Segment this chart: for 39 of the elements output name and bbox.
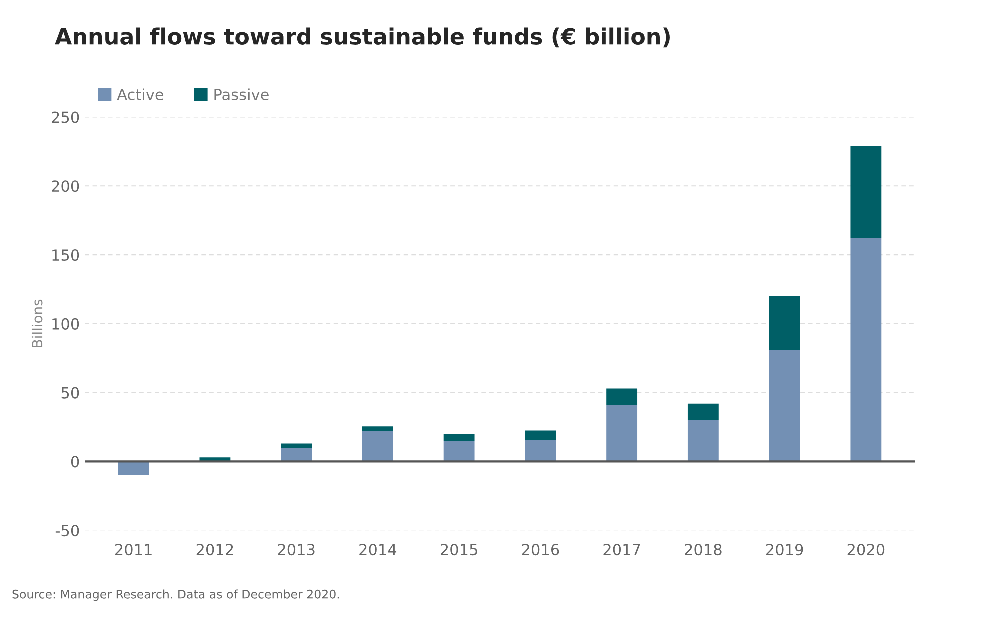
bar: [444, 441, 475, 462]
bar: [606, 388, 638, 406]
bar: [281, 444, 312, 448]
bar: [525, 440, 556, 462]
y-tick-label: 200: [52, 180, 80, 192]
x-tick-label: 2012: [196, 544, 234, 556]
x-tick-label: 2017: [604, 544, 640, 556]
legend-label: Active: [117, 88, 164, 101]
bar: [281, 448, 312, 462]
y-axis-title: Billions: [32, 300, 43, 348]
bar: [362, 426, 394, 432]
y-tick-label: 150: [52, 249, 80, 262]
x-tick-label: 2018: [685, 544, 722, 556]
bar: [688, 404, 719, 420]
bar: [444, 434, 475, 442]
legend-label: Passive: [214, 88, 269, 101]
bar: [118, 462, 150, 476]
bar: [688, 420, 719, 462]
x-tick-label: 2015: [440, 544, 478, 556]
bar: [769, 350, 800, 462]
x-tick-label: 2011: [116, 544, 152, 556]
y-tick-label: 100: [52, 318, 80, 330]
bar: [606, 405, 638, 462]
chart-title: Annual flows toward sustainable funds (€ billion): [55, 28, 670, 48]
source-note: Source: Manager Research. Data as of December 2020.: [12, 590, 340, 602]
bar: [362, 431, 394, 462]
x-tick-label: 2013: [278, 544, 315, 556]
bar: [850, 146, 882, 238]
x-tick-label: 2019: [766, 544, 804, 556]
x-tick-label: 2014: [360, 544, 397, 556]
bar: [769, 296, 800, 350]
y-tick-label: -50: [56, 525, 80, 537]
bar: [850, 238, 882, 462]
y-tick-label: 250: [52, 112, 80, 124]
x-tick-label: 2016: [522, 544, 560, 556]
bar: [525, 430, 556, 440]
y-tick-label: 0: [71, 456, 80, 468]
x-tick-label: 2020: [848, 544, 885, 556]
y-tick-label: 50: [62, 387, 80, 399]
